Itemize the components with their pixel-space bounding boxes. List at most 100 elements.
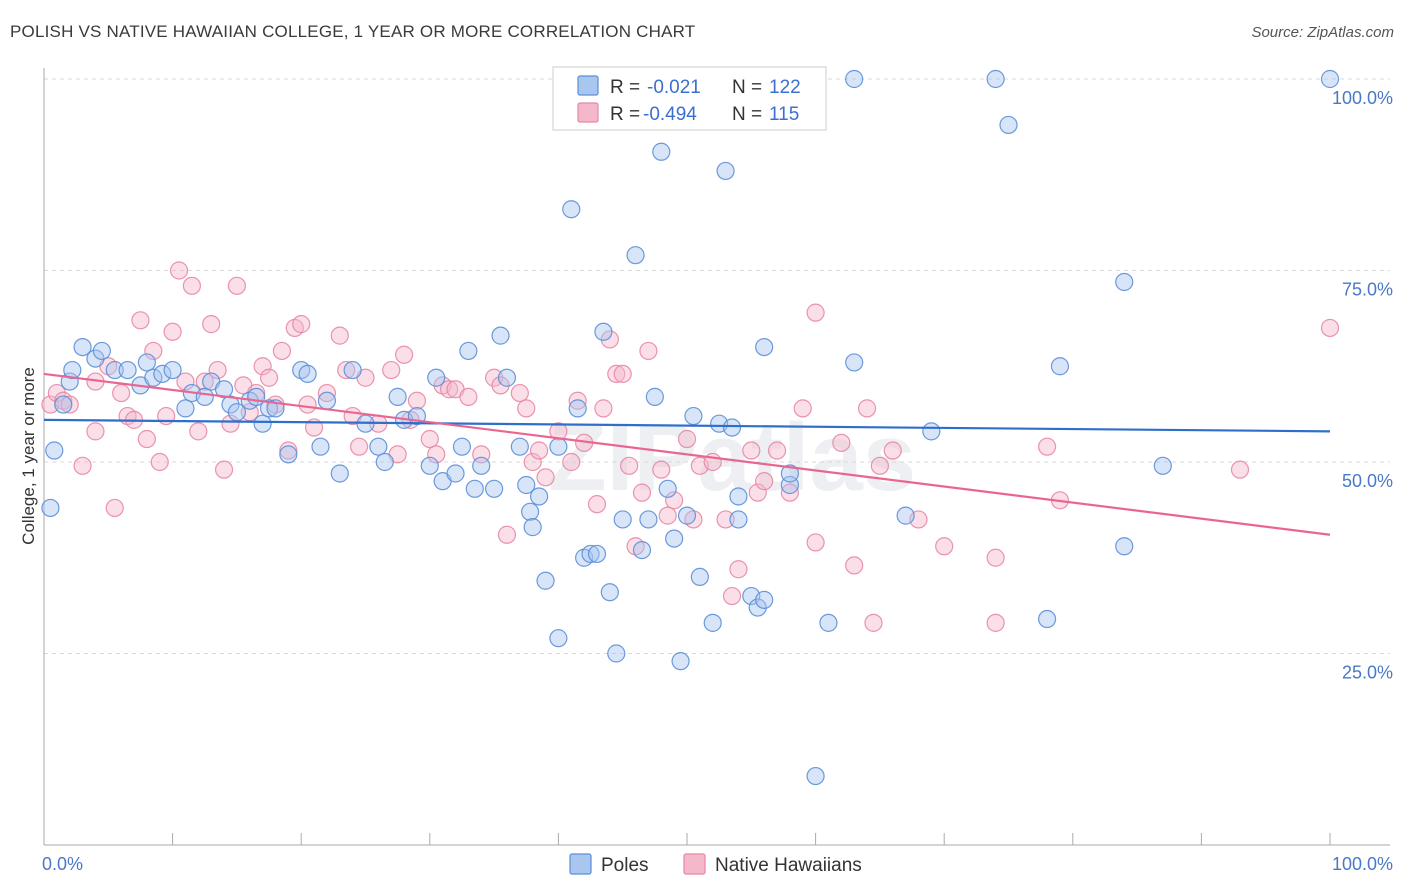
poles-point bbox=[1320, 69, 1340, 89]
native-hawaiians-point bbox=[208, 360, 227, 380]
bottom-legend-poles-swatch bbox=[569, 853, 592, 875]
native-hawaiians-point bbox=[169, 261, 189, 280]
native-hawaiians-point bbox=[832, 433, 851, 452]
poles-point bbox=[195, 387, 214, 406]
y-tick-label: 50.0% bbox=[1342, 471, 1393, 491]
native-hawaiians-point bbox=[195, 372, 214, 391]
y-tick-label: 25.0% bbox=[1342, 663, 1393, 683]
native-hawaiians-point bbox=[150, 452, 169, 472]
poles-point bbox=[845, 69, 864, 89]
poles-point bbox=[369, 437, 388, 456]
poles-point bbox=[41, 498, 60, 518]
legend-poles-n-value: 122 bbox=[769, 77, 801, 98]
native-hawaiians-point bbox=[1320, 318, 1340, 338]
poles-point bbox=[677, 506, 697, 525]
native-hawaiians-point bbox=[530, 441, 549, 460]
poles-point bbox=[485, 479, 504, 498]
native-hawaiians-point bbox=[780, 483, 799, 502]
native-hawaiians-point bbox=[253, 357, 272, 376]
native-hawaiians-point bbox=[870, 456, 890, 475]
native-hawaiians-point bbox=[677, 429, 697, 449]
poles-point bbox=[118, 360, 137, 380]
legend-poles-r-value: -0.021 bbox=[647, 77, 701, 98]
watermark: ZIPatlas bbox=[548, 404, 916, 511]
poles-point bbox=[587, 544, 607, 564]
poles-point bbox=[105, 360, 124, 380]
poles-point bbox=[536, 571, 555, 590]
legend-nh-r-label: R = bbox=[610, 104, 640, 125]
native-hawaiians-point bbox=[131, 311, 150, 330]
native-hawaiians-point bbox=[394, 345, 414, 364]
native-hawaiians-point bbox=[806, 533, 825, 552]
native-hawaiians-point bbox=[986, 548, 1005, 567]
poles-point bbox=[137, 353, 156, 372]
poles-point bbox=[311, 437, 330, 456]
native-hawaiians-point bbox=[864, 613, 883, 632]
y-tick-labels: 100.0% 75.0% 50.0% 25.0% bbox=[1332, 88, 1393, 683]
native-hawaiians-point bbox=[587, 495, 607, 514]
poles-points bbox=[41, 69, 1340, 786]
native-hawaiians-point bbox=[594, 399, 613, 418]
native-hawaiians-point bbox=[272, 341, 292, 361]
native-hawaiians-point bbox=[549, 422, 568, 441]
native-hawaiians-point bbox=[382, 360, 401, 380]
native-hawaiians-point bbox=[652, 460, 671, 479]
correlation-legend: R = -0.021 N = 122 R = -0.494 N = 115 bbox=[552, 66, 827, 131]
poles-point bbox=[1115, 537, 1134, 556]
native-hawaiians-point bbox=[510, 383, 529, 403]
poles-point bbox=[896, 506, 915, 525]
native-hawaiians-point bbox=[767, 441, 787, 460]
native-hawaiians-point bbox=[729, 560, 748, 579]
native-hawaiians-point bbox=[883, 441, 902, 460]
native-hawaiians-point bbox=[182, 276, 201, 295]
poles-point bbox=[658, 479, 677, 498]
native-hawaiians-point bbox=[317, 383, 337, 403]
native-hawaiians-point bbox=[86, 422, 105, 441]
poles-point bbox=[755, 590, 774, 609]
native-hawaiians-point bbox=[986, 613, 1005, 632]
native-hawaiians-trend-line bbox=[43, 372, 1331, 536]
poles-point bbox=[703, 613, 722, 632]
native-hawaiians-point bbox=[349, 437, 369, 456]
poles-point bbox=[521, 502, 540, 521]
poles-point bbox=[549, 629, 568, 648]
poles-point bbox=[729, 510, 748, 529]
bottom-legend-nh-label: Native Hawaiians bbox=[715, 855, 862, 876]
poles-point bbox=[639, 510, 658, 529]
poles-point bbox=[92, 341, 111, 361]
native-hawaiians-point bbox=[632, 483, 652, 502]
native-hawaiians-point bbox=[935, 537, 954, 556]
native-hawaiians-point bbox=[60, 395, 79, 414]
x-tick-label-min: 0.0% bbox=[42, 854, 83, 874]
poles-point bbox=[626, 246, 645, 265]
poles-point bbox=[510, 437, 529, 456]
x-tick-marks bbox=[43, 833, 1331, 845]
poles-point bbox=[665, 529, 684, 548]
native-hawaiians-point bbox=[427, 445, 446, 464]
native-hawaiians-point bbox=[793, 399, 812, 418]
legend-poles-r-label: R = bbox=[610, 77, 640, 98]
native-hawaiians-point bbox=[806, 303, 825, 322]
legend-nh-r-value: -0.494 bbox=[643, 104, 697, 125]
native-hawaiians-point bbox=[298, 395, 317, 414]
native-hawaiians-point bbox=[112, 383, 131, 403]
poles-point bbox=[645, 387, 664, 406]
native-hawaiians-point bbox=[1230, 460, 1250, 479]
poles-point bbox=[317, 391, 337, 410]
legend-nh-swatch bbox=[577, 102, 599, 123]
native-hawaiians-point bbox=[259, 368, 279, 387]
native-hawaiians-point bbox=[722, 586, 742, 606]
poles-point bbox=[298, 364, 317, 384]
legend-poles-swatch bbox=[577, 75, 599, 96]
poles-point bbox=[613, 510, 632, 529]
poles-point bbox=[54, 395, 73, 414]
series-legend: Poles Native Hawaiians bbox=[569, 853, 862, 876]
native-hawaiians-point bbox=[227, 276, 246, 295]
poles-point bbox=[1153, 456, 1172, 475]
native-hawaiians-point bbox=[337, 360, 356, 380]
poles-point bbox=[722, 418, 742, 437]
poles-point bbox=[497, 368, 517, 387]
native-hawaiians-point bbox=[330, 326, 349, 345]
poles-point bbox=[163, 360, 182, 380]
y-tick-label: 75.0% bbox=[1342, 280, 1393, 300]
